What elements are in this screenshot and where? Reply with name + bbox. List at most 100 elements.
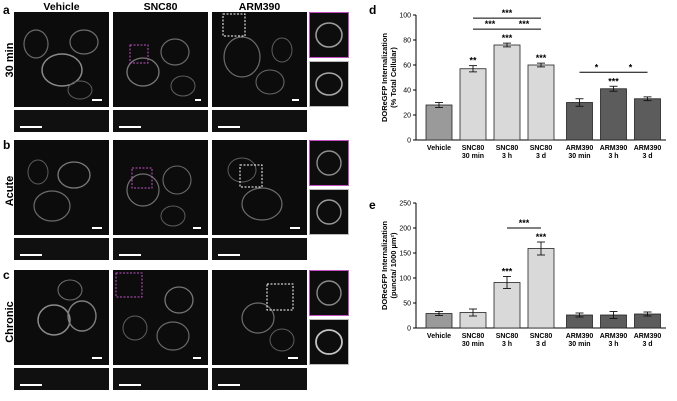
y-tick-label: 100: [399, 13, 411, 20]
strip-snc80-acute: [113, 238, 208, 260]
category-sublabel: 30 min: [568, 341, 590, 348]
significance-label: ***: [608, 76, 619, 86]
strip-snc80-chronic: [113, 368, 208, 390]
scale-bar: [92, 357, 102, 359]
inset-arm390-30min: [309, 61, 349, 107]
y-axis-label-line1: DOReGFP Internalization: [380, 33, 389, 122]
category-sublabel: 30 min: [462, 153, 484, 160]
y-tick-label: 0: [407, 326, 411, 333]
scale-bar: [195, 99, 201, 101]
category-label: ARM390: [600, 333, 628, 340]
inset-arm390-acute: [309, 189, 349, 235]
y-tick-label: 100: [399, 276, 411, 283]
strip-arm390-acute: [212, 238, 307, 260]
cell-outlines: [27, 159, 91, 222]
significance-label: ***: [536, 53, 547, 63]
bar: [634, 98, 661, 141]
category-sublabel: 3 d: [642, 153, 652, 160]
scale-bar: [193, 357, 201, 359]
category-sublabel: 3 h: [608, 153, 618, 160]
category-label: SNC80: [530, 145, 553, 152]
category-sublabel: 3 d: [536, 153, 546, 160]
category-label: ARM390: [634, 145, 662, 152]
comparison-label: ***: [502, 8, 513, 18]
strip-vehicle-30min: [14, 110, 109, 132]
comparison-label: ***: [519, 19, 530, 29]
y-tick-label: 250: [399, 201, 411, 208]
cell-outlines: [126, 38, 196, 97]
category-sublabel: 30 min: [568, 153, 590, 160]
micrograph-vehicle-30min: [14, 12, 109, 107]
strip-vehicle-chronic: [14, 368, 109, 390]
strip-arm390-30min: [212, 110, 307, 132]
cell-outlines: [126, 165, 192, 227]
category-sublabel: 3 d: [536, 341, 546, 348]
y-tick-label: 60: [403, 63, 411, 70]
column-header-arm390: ARM390: [238, 1, 281, 13]
panel-letter-b: b: [3, 138, 11, 152]
category-label: SNC80: [530, 333, 553, 340]
inset-snc80-30min: [309, 12, 349, 58]
category-sublabel: 3 h: [608, 341, 618, 348]
scale-bar: [290, 227, 300, 229]
category-label: SNC80: [462, 333, 485, 340]
panel-letter-e: e: [369, 198, 376, 212]
bar: [493, 44, 521, 141]
y-tick-label: 20: [403, 113, 411, 120]
category-label: ARM390: [566, 333, 594, 340]
inset-image: [316, 280, 342, 306]
cell-outlines: [227, 157, 283, 221]
cell-outlines: [241, 283, 295, 352]
strip-vehicle-acute: [14, 238, 109, 260]
bar: [527, 64, 555, 141]
column-header-vehicle: Vehicle: [43, 1, 80, 13]
significance-label: ***: [502, 267, 513, 277]
category-label: ARM390: [600, 145, 628, 152]
category-label: Vehicle: [427, 333, 451, 340]
significance-label: ***: [536, 232, 547, 242]
bar: [459, 68, 487, 141]
category-label: ARM390: [634, 333, 662, 340]
y-axis-label-line1: DOReGFP Internalization: [380, 221, 389, 310]
cell-outlines: [23, 29, 99, 100]
scale-bar: [292, 99, 299, 101]
y-tick-label: 80: [403, 38, 411, 45]
scale-bar: [92, 227, 102, 229]
strip-arm390-chronic: [212, 368, 307, 390]
category-label: SNC80: [496, 145, 519, 152]
category-label: SNC80: [462, 145, 485, 152]
micrograph-snc80-chronic: [113, 270, 208, 365]
comparison-label: ***: [485, 19, 496, 29]
y-tick-label: 150: [399, 251, 411, 258]
bar: [600, 88, 627, 141]
micrograph-arm390-30min: [212, 12, 307, 107]
inset-image: [316, 150, 342, 176]
micrograph-arm390-chronic: [212, 270, 307, 365]
inset-image: [316, 199, 342, 225]
micrograph-snc80-30min: [113, 12, 208, 107]
micrograph-vehicle-chronic: [14, 270, 109, 365]
significance-label: ***: [502, 33, 513, 43]
inset-snc80-chronic: [309, 270, 349, 316]
inset-snc80-acute: [309, 140, 349, 186]
category-sublabel: 3 d: [642, 341, 652, 348]
comparison-label: *: [595, 62, 599, 72]
bar: [566, 102, 593, 141]
significance-label: **: [469, 56, 477, 66]
micrograph-vehicle-acute: [14, 140, 109, 235]
strip-snc80-30min: [113, 110, 208, 132]
bar: [493, 282, 521, 329]
category-label: SNC80: [496, 333, 519, 340]
y-tick-label: 200: [399, 226, 411, 233]
inset-image: [315, 72, 343, 96]
category-label: Vehicle: [427, 145, 451, 152]
cell-outlines: [222, 13, 293, 95]
y-tick-label: 40: [403, 88, 411, 95]
micrograph-snc80-acute: [113, 140, 208, 235]
scale-bar: [288, 357, 298, 359]
category-label: ARM390: [566, 145, 594, 152]
cell-outlines: [37, 279, 97, 336]
